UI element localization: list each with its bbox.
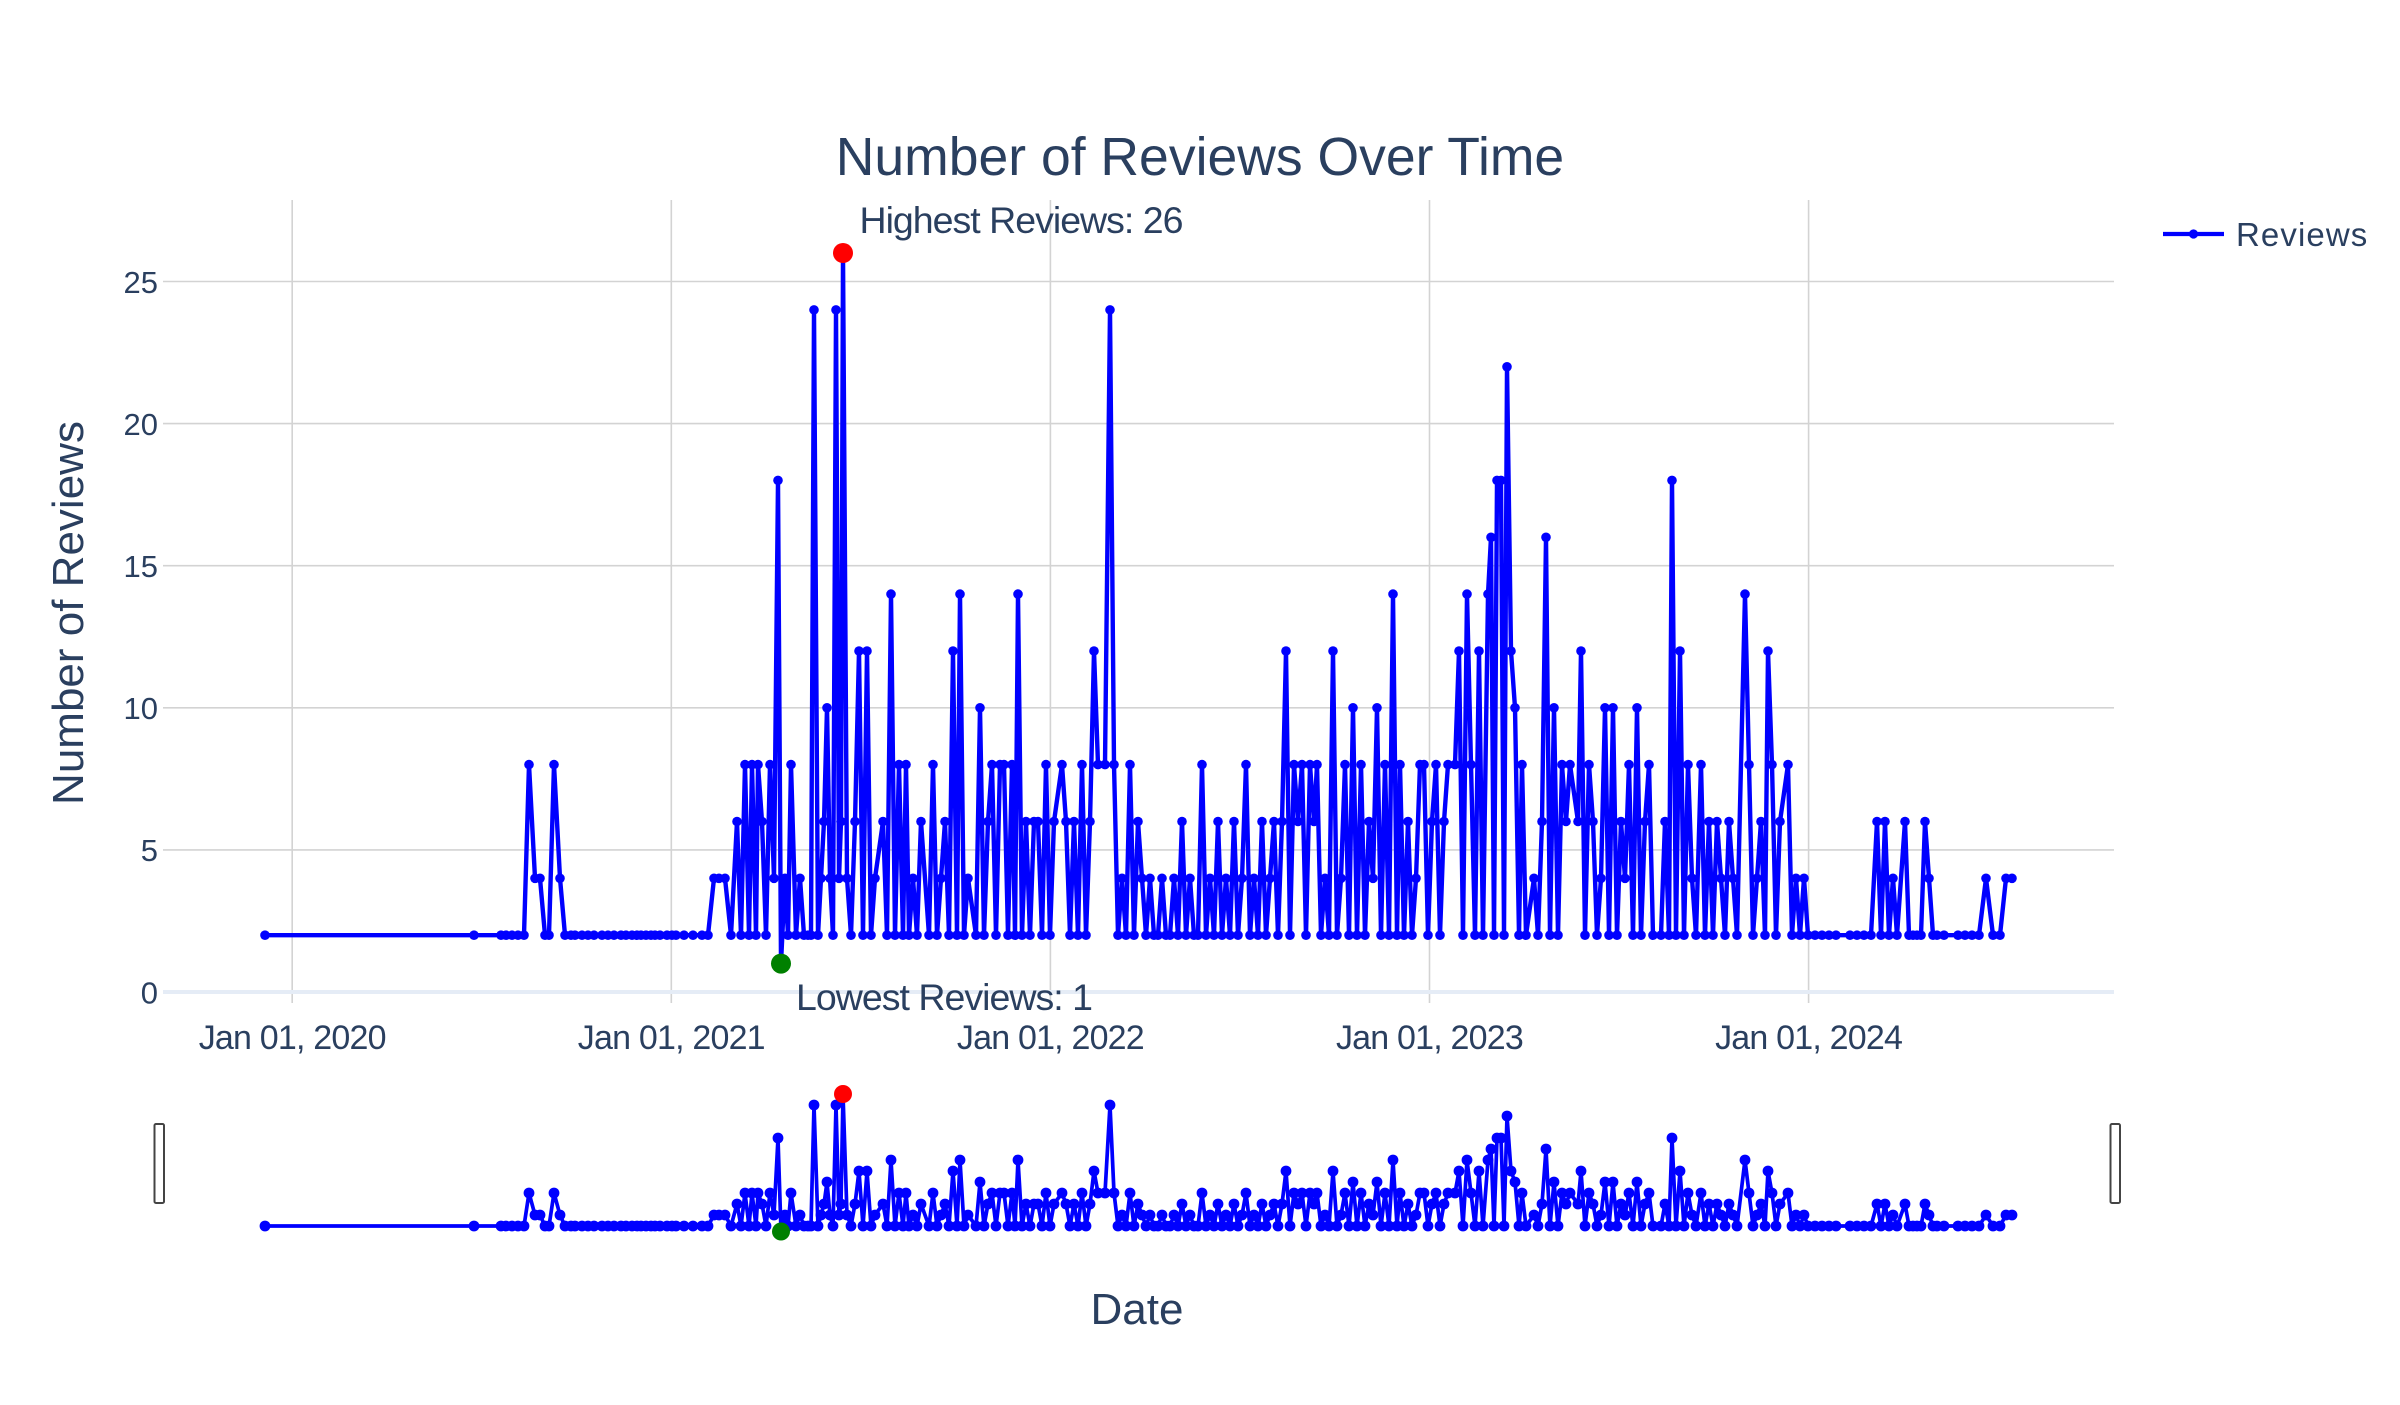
svg-text:Jan 01, 2023: Jan 01, 2023: [1336, 1019, 1523, 1057]
svg-text:Highest Reviews: 26: Highest Reviews: 26: [859, 199, 1182, 241]
svg-text:25: 25: [124, 265, 158, 300]
svg-text:Number of Reviews Over Time: Number of Reviews Over Time: [836, 128, 1564, 187]
svg-text:Jan 01, 2022: Jan 01, 2022: [957, 1019, 1144, 1057]
svg-text:Lowest Reviews: 1: Lowest Reviews: 1: [796, 976, 1092, 1018]
svg-text:Number of Reviews: Number of Reviews: [44, 421, 93, 805]
svg-text:0: 0: [141, 975, 158, 1010]
svg-text:Reviews: Reviews: [2236, 216, 2368, 253]
svg-text:Date: Date: [1091, 1285, 1184, 1334]
svg-text:15: 15: [124, 549, 158, 584]
svg-text:5: 5: [141, 833, 158, 868]
svg-text:Jan 01, 2021: Jan 01, 2021: [578, 1019, 765, 1057]
svg-text:Jan 01, 2020: Jan 01, 2020: [199, 1019, 386, 1057]
svg-text:Jan 01, 2024: Jan 01, 2024: [1715, 1019, 1902, 1057]
svg-text:20: 20: [124, 407, 158, 442]
svg-text:10: 10: [124, 691, 158, 726]
